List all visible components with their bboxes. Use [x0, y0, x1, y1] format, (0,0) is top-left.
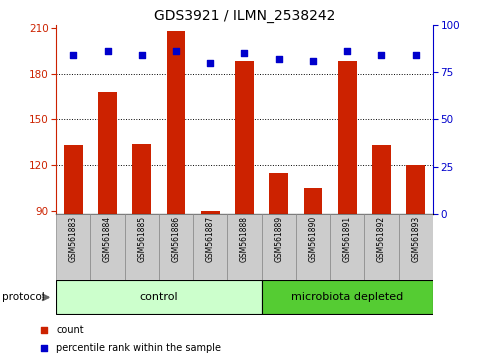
- Text: GSM561887: GSM561887: [205, 216, 214, 262]
- Bar: [90, 214, 124, 280]
- Text: GSM561885: GSM561885: [137, 216, 146, 262]
- Bar: [166, 31, 185, 214]
- Bar: [295, 214, 329, 280]
- Bar: [56, 214, 90, 280]
- Bar: [303, 188, 322, 214]
- Text: GSM561889: GSM561889: [274, 216, 283, 262]
- Bar: [124, 214, 159, 280]
- Bar: [98, 92, 117, 214]
- Point: [206, 60, 214, 65]
- Text: count: count: [56, 325, 83, 336]
- Bar: [371, 145, 390, 214]
- Point: [69, 52, 77, 58]
- Point: [240, 50, 248, 56]
- Bar: [227, 214, 261, 280]
- Bar: [159, 214, 193, 280]
- Bar: [56, 280, 261, 314]
- Point: [103, 48, 111, 54]
- Point: [172, 48, 180, 54]
- Bar: [406, 165, 424, 214]
- Bar: [132, 144, 151, 214]
- Text: GSM561891: GSM561891: [342, 216, 351, 262]
- Text: control: control: [140, 292, 178, 302]
- Point: [377, 52, 385, 58]
- Bar: [235, 62, 253, 214]
- Text: GSM561890: GSM561890: [308, 216, 317, 262]
- Bar: [261, 214, 295, 280]
- Point: [138, 52, 145, 58]
- Text: protocol: protocol: [2, 292, 45, 302]
- Text: GSM561893: GSM561893: [410, 216, 419, 262]
- Point: [274, 56, 282, 62]
- Text: GSM561884: GSM561884: [103, 216, 112, 262]
- Text: GSM561883: GSM561883: [69, 216, 78, 262]
- Bar: [269, 173, 287, 214]
- Point: [343, 48, 350, 54]
- Bar: [261, 280, 432, 314]
- Bar: [337, 62, 356, 214]
- Bar: [364, 214, 398, 280]
- Text: percentile rank within the sample: percentile rank within the sample: [56, 343, 221, 353]
- Text: GSM561886: GSM561886: [171, 216, 180, 262]
- Text: GDS3921 / ILMN_2538242: GDS3921 / ILMN_2538242: [154, 9, 334, 23]
- Text: GSM561888: GSM561888: [240, 216, 248, 262]
- Bar: [193, 214, 227, 280]
- Bar: [201, 211, 219, 214]
- Point: [40, 345, 48, 351]
- Text: microbiota depleted: microbiota depleted: [290, 292, 403, 302]
- Bar: [398, 214, 432, 280]
- Bar: [64, 145, 82, 214]
- Point: [40, 328, 48, 333]
- Text: GSM561892: GSM561892: [376, 216, 385, 262]
- Bar: [329, 214, 364, 280]
- Point: [308, 58, 316, 64]
- Point: [411, 52, 419, 58]
